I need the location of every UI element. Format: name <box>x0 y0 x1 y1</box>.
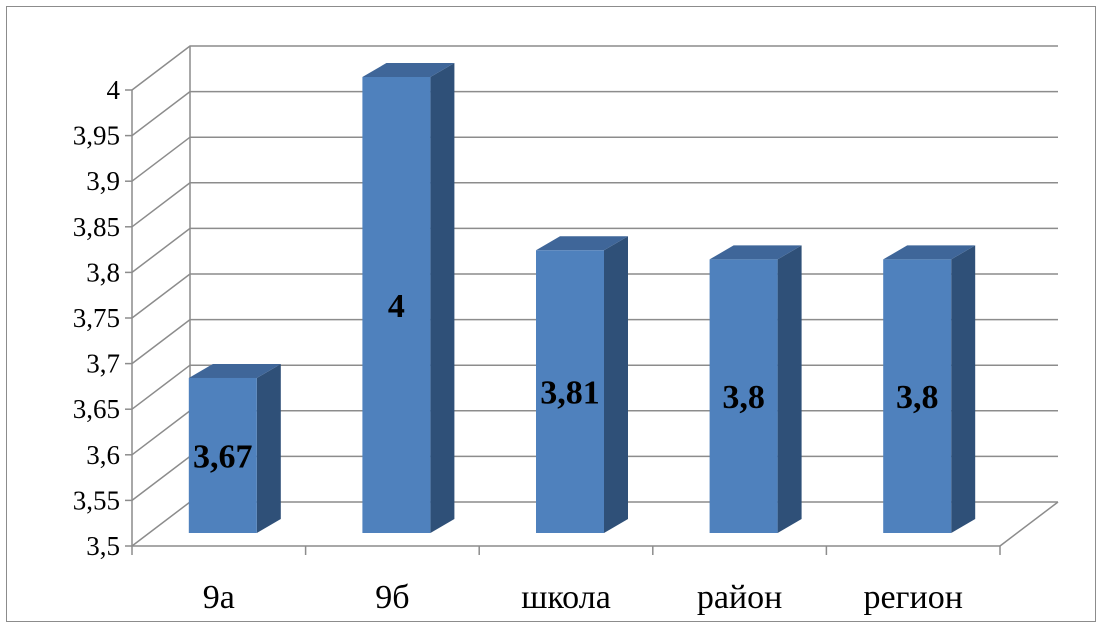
y-tick-label: 3,65 <box>73 394 120 424</box>
bar <box>362 77 431 533</box>
y-tick-label: 3,5 <box>86 531 120 561</box>
data-label: 3,8 <box>896 379 939 416</box>
y-tick-label: 3,95 <box>73 121 120 151</box>
x-category-label: 9а <box>203 579 235 616</box>
bar-top <box>362 63 455 77</box>
floor-right-edge <box>999 501 1059 547</box>
y-tick-label: 3,75 <box>73 303 120 333</box>
y-tick-label: 3,8 <box>86 257 120 287</box>
gridline <box>131 182 1058 228</box>
y-tick-label: 4 <box>107 75 121 105</box>
bar <box>883 259 952 533</box>
gridline <box>131 90 1058 137</box>
bar-side <box>430 63 455 533</box>
bar-side <box>604 236 628 533</box>
y-tick-label: 3,55 <box>73 485 120 515</box>
data-label: 3,8 <box>722 379 765 416</box>
y-tick-label: 3,7 <box>86 349 120 379</box>
bar-top <box>883 245 976 260</box>
bar-top <box>536 236 628 251</box>
y-tick-label: 3,9 <box>86 166 120 196</box>
x-category-label: 9б <box>375 579 409 616</box>
bar-top <box>188 363 281 378</box>
y-tick-label: 3,85 <box>73 212 120 242</box>
bar-side <box>256 363 281 533</box>
gridline <box>131 45 1058 91</box>
y-tick-label: 3,6 <box>86 440 120 470</box>
data-label: 3,67 <box>193 438 253 475</box>
bar <box>188 377 257 533</box>
bar-side <box>951 245 976 533</box>
bar <box>536 250 604 533</box>
bar-side <box>777 245 802 533</box>
data-label: 4 <box>388 288 405 325</box>
gridline <box>131 136 1058 182</box>
x-category-label: район <box>697 579 782 616</box>
x-category-label: регион <box>863 579 962 616</box>
data-label: 3,81 <box>540 375 600 412</box>
bar-top <box>709 245 802 260</box>
bar <box>709 259 778 533</box>
x-category-label: школа <box>521 579 611 616</box>
